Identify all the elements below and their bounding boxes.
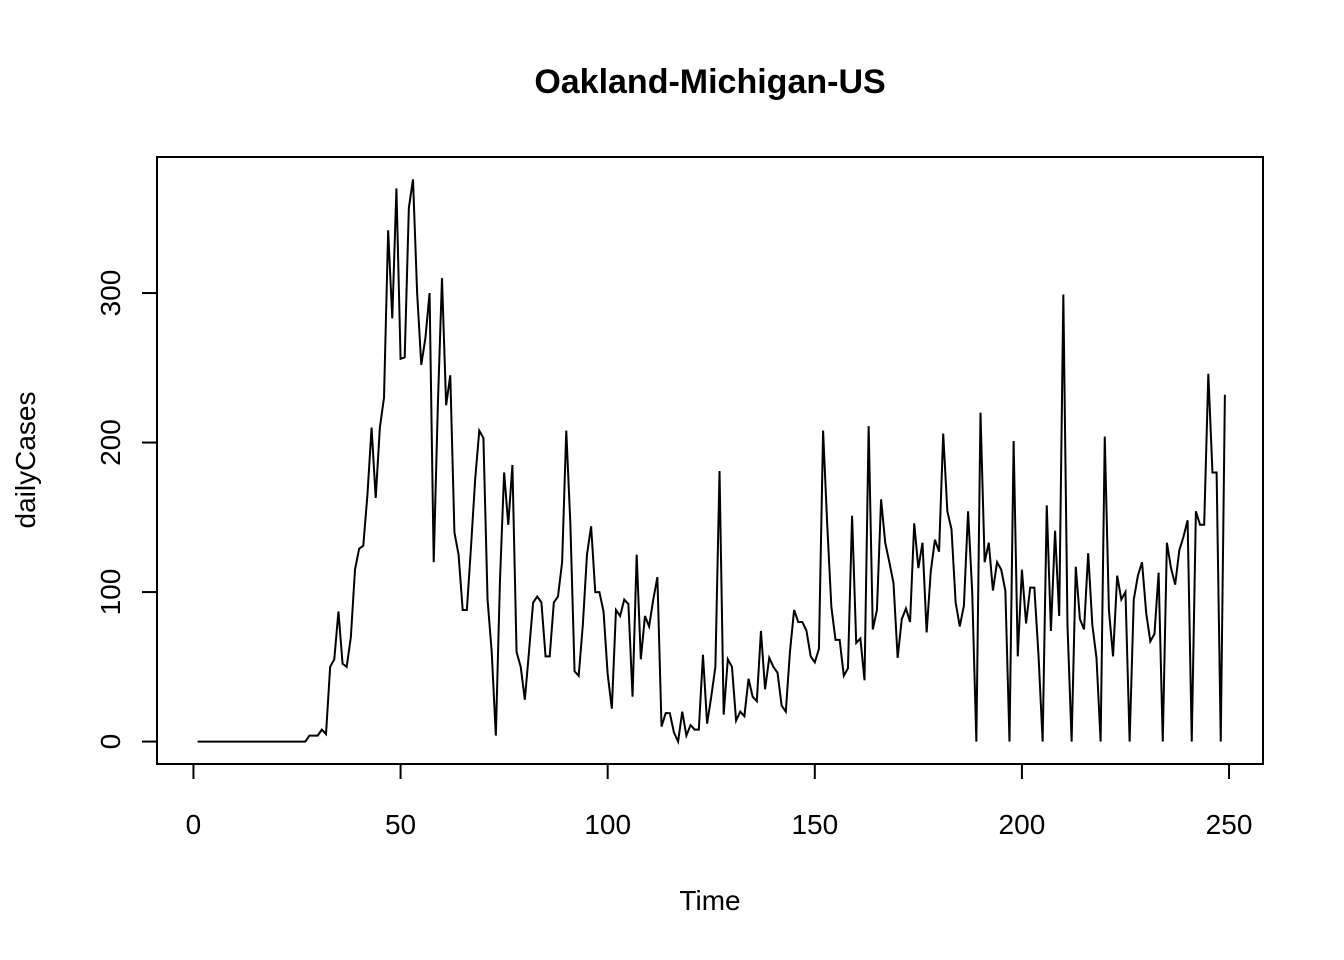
x-axis: 0 50 100 150 200 250 — [186, 763, 1253, 840]
series-layer — [197, 179, 1226, 746]
y-axis: 0 100 200 300 — [95, 270, 158, 750]
x-tick-label: 50 — [385, 809, 416, 840]
y-tick-label: 200 — [95, 419, 126, 466]
y-tick-label: 300 — [95, 270, 126, 317]
x-axis-label: Time — [679, 885, 740, 916]
x-tick-label: 150 — [791, 809, 838, 840]
chart-title: Oakland-Michigan-US — [534, 63, 885, 101]
x-tick-label: 100 — [584, 809, 631, 840]
series-line-0 — [197, 179, 1226, 746]
x-tick-label: 200 — [999, 809, 1046, 840]
y-tick-label: 100 — [95, 569, 126, 616]
y-tick-label: 0 — [95, 734, 126, 750]
x-tick-label: 250 — [1206, 809, 1253, 840]
x-tick-label: 0 — [186, 809, 202, 840]
y-axis-label: dailyCases — [10, 392, 41, 529]
